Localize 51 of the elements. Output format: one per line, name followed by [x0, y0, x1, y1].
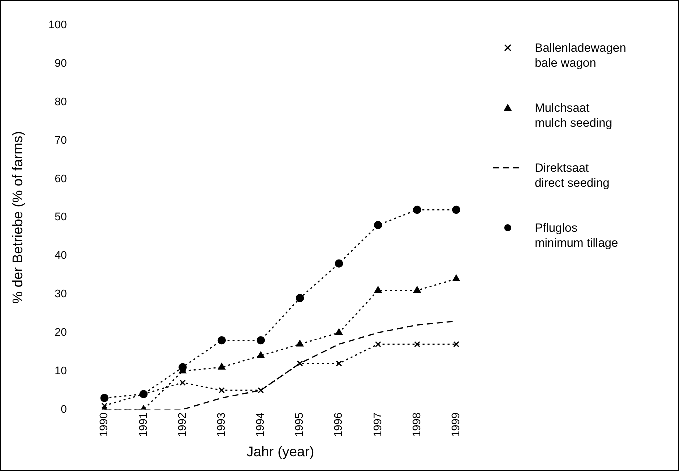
point: [335, 260, 344, 268]
point: [256, 336, 266, 345]
point: [297, 360, 304, 367]
x-tick-label: 1990: [98, 412, 111, 438]
point: [414, 286, 422, 293]
point: [413, 206, 422, 214]
y-tick-label: 50: [54, 212, 68, 224]
point: [452, 275, 460, 282]
legend-label: Direktsaat direct seeding: [535, 161, 610, 191]
point: [374, 286, 382, 293]
x-tick-label: 1997: [372, 412, 384, 438]
x-tick-label: 1992: [176, 412, 189, 438]
point: [102, 402, 108, 409]
point: [296, 294, 304, 302]
point: [257, 352, 265, 358]
x-tick-label: 1999: [450, 412, 462, 438]
point: [218, 336, 226, 345]
y-axis-title: % der Betriebe (% of farms): [9, 131, 26, 304]
point: [336, 328, 343, 336]
legend-label: Ballenladewagen bale wagon: [535, 41, 626, 71]
y-tick-label: 60: [54, 173, 68, 186]
y-tick-label: 90: [54, 58, 68, 70]
point: [452, 206, 461, 214]
point: [453, 341, 460, 348]
x-axis-title: Jahr (year): [246, 443, 314, 460]
y-tick-label: 20: [54, 326, 68, 339]
x-tick-label: 1994: [255, 412, 268, 438]
point: [296, 340, 304, 347]
legend-label: Pfluglos minimum tillage: [535, 221, 618, 251]
y-tick-label: 70: [54, 134, 68, 147]
point: [375, 341, 382, 348]
y-tick-label: 80: [54, 96, 68, 108]
point: [374, 221, 382, 230]
legend-label: Mulchsaat mulch seeding: [535, 101, 612, 131]
x-tick-label: 1995: [294, 412, 306, 438]
x-tick-label: 1996: [333, 412, 346, 438]
y-tick-label: 40: [54, 250, 68, 262]
point: [336, 360, 342, 367]
y-tick-label: 10: [54, 365, 68, 378]
y-tick-label: 0: [61, 404, 68, 416]
point: [218, 387, 226, 394]
x-tick-label: 1998: [411, 412, 424, 438]
point: [100, 394, 109, 402]
point: [258, 387, 264, 394]
point: [180, 380, 186, 386]
point: [218, 363, 226, 370]
point: [414, 341, 420, 348]
x-tick-label: 1991: [138, 412, 150, 438]
y-tick-label: 100: [48, 20, 68, 32]
x-tick-label: 1993: [216, 412, 228, 438]
y-tick-label: 30: [54, 288, 68, 301]
